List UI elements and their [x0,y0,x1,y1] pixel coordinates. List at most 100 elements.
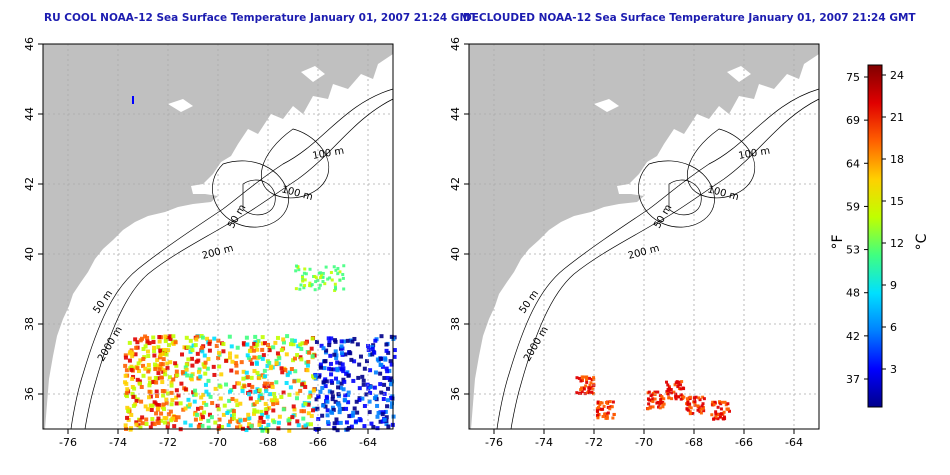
isobath-line [510,98,820,430]
sst-cell [189,377,194,382]
sst-map-raw: 100 m 100 m 50 m 200 m 50 m 2000 m -76 -74 -72-… [23,37,397,449]
sst-cell [264,389,269,394]
sst-cell [204,389,209,394]
sst-cell [316,394,321,399]
sst-cell [238,424,243,429]
sst-cell [249,361,254,366]
sst-cell [246,425,251,430]
sst-cell [245,353,250,358]
sst-cell [145,335,150,340]
sst-cell [385,398,390,403]
sst-cell [221,349,226,354]
sst-cell [611,416,615,420]
sst-cell [364,359,369,364]
sst-cell [656,390,660,394]
sst-cell [327,366,332,371]
sst-cell [141,373,146,378]
lat-tick-label: 40 [449,247,462,261]
sst-cell [367,410,372,415]
sst-cell [234,398,239,403]
sst-cell [333,349,338,354]
sst-cell [318,276,322,280]
sst-cell [131,403,136,408]
sst-cell [323,384,328,389]
sst-cell [209,415,214,420]
sst-cell [207,341,212,346]
isobath-line [686,128,756,199]
sst-cell [269,381,274,386]
sst-cell [669,391,673,395]
sst-cell [330,390,335,395]
lat-tick-label: 44 [23,107,36,121]
sst-cell [227,355,232,360]
sst-cell [389,362,394,367]
sst-cell [176,393,181,398]
sst-cell [263,374,268,379]
sst-cell [252,408,257,413]
celsius-tick-label: 24 [890,69,904,82]
sst-cell [253,334,258,339]
sst-cell [155,403,160,408]
sst-cell [274,361,279,366]
sst-cell [698,398,702,402]
sst-cell [136,361,141,366]
sst-cell [720,400,724,404]
sst-cell [308,390,313,395]
sst-cell [277,356,282,361]
sst-cell [228,389,233,394]
sst-cell [341,366,346,371]
left-panel-title: RU COOL NOAA-12 Sea Surface Temperature … [44,12,478,24]
sst-cell [386,350,391,355]
sst-cell [154,380,159,385]
sst-cell [221,342,226,347]
sst-cell [716,405,720,409]
sst-cell [592,376,596,380]
sst-cell [724,403,728,407]
sst-cell [575,391,579,395]
sst-cell [229,368,234,373]
sst-cell [128,349,133,354]
sst-cell [228,419,233,424]
isobath-line [638,160,715,228]
sst-cell [220,424,225,429]
celsius-tick-label: 21 [890,111,904,124]
sst-cell [651,405,655,409]
lon-tick-label: -70 [209,436,227,449]
sst-cell [262,341,267,346]
sst-cell [260,347,265,352]
sst-cell [372,385,377,390]
sst-cell [681,386,685,390]
sst-cell [201,400,206,405]
sst-cell [686,403,690,407]
lake [301,66,325,82]
sst-cell [165,361,170,366]
sst-cell [234,363,239,368]
sst-cell [596,416,600,420]
sst-cell [342,379,347,384]
sst-cell [271,402,276,407]
sst-cell [384,415,389,420]
sst-cell [350,339,355,344]
sst-cell [714,412,718,416]
sst-cell [712,403,716,407]
sst-cell [123,353,128,358]
sst-cell [389,379,394,384]
sst-cell [271,345,276,350]
sst-cell [261,419,266,424]
sst-cell [204,402,209,407]
sst-cell [247,383,252,388]
sst-cell [325,413,330,418]
sst-cell [314,339,319,344]
sst-cell [587,391,591,395]
sst-cell [318,365,323,370]
sst-cell [272,395,277,400]
sst-cell [195,334,200,339]
sst-cell [291,342,296,347]
sst-cell [591,387,595,391]
sst-cell [168,334,173,339]
sst-cell [343,393,348,398]
lon-tick-label: -76 [59,436,77,449]
sst-cell [168,360,173,365]
sst-cell [675,380,679,384]
sst-cell [290,338,295,343]
